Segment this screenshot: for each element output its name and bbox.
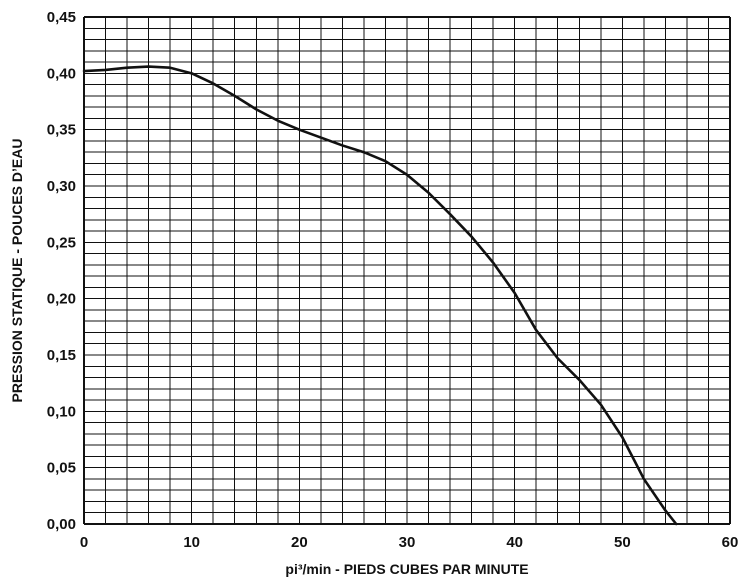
x-tick-label: 0 <box>80 534 88 551</box>
y-tick-label: 0,05 <box>47 460 76 477</box>
y-tick-label: 0,35 <box>47 122 76 139</box>
y-tick-label: 0,25 <box>47 234 76 251</box>
y-tick-label: 0,15 <box>47 347 76 364</box>
series-layer <box>82 65 678 526</box>
series-line <box>82 65 678 526</box>
grid-lines <box>83 16 731 525</box>
x-tick-label: 60 <box>722 534 739 551</box>
y-axis-tick-labels: 0,00 0,05 0,10 0,15 0,20 0,25 0,30 0,35 0,40 0,45 <box>47 9 76 533</box>
y-tick-label: 0,10 <box>47 403 76 420</box>
x-tick-label: 30 <box>399 534 416 551</box>
y-tick-label: 0,45 <box>47 9 76 26</box>
x-axis-title: pi³/min - PIEDS CUBES PAR MINUTE <box>285 561 528 577</box>
x-tick-label: 10 <box>183 534 200 551</box>
x-tick-label: 50 <box>614 534 631 551</box>
x-axis-tick-labels: 0 10 20 30 40 50 60 <box>80 534 739 551</box>
y-tick-label: 0,00 <box>47 516 76 533</box>
y-tick-label: 0,20 <box>47 291 76 308</box>
x-tick-label: 20 <box>291 534 308 551</box>
y-axis-title: PRESSION STATIQUE - POUCES D’EAU <box>9 139 25 403</box>
x-tick-label: 40 <box>506 534 523 551</box>
y-tick-label: 0,40 <box>47 65 76 82</box>
y-tick-label: 0,30 <box>47 178 76 195</box>
